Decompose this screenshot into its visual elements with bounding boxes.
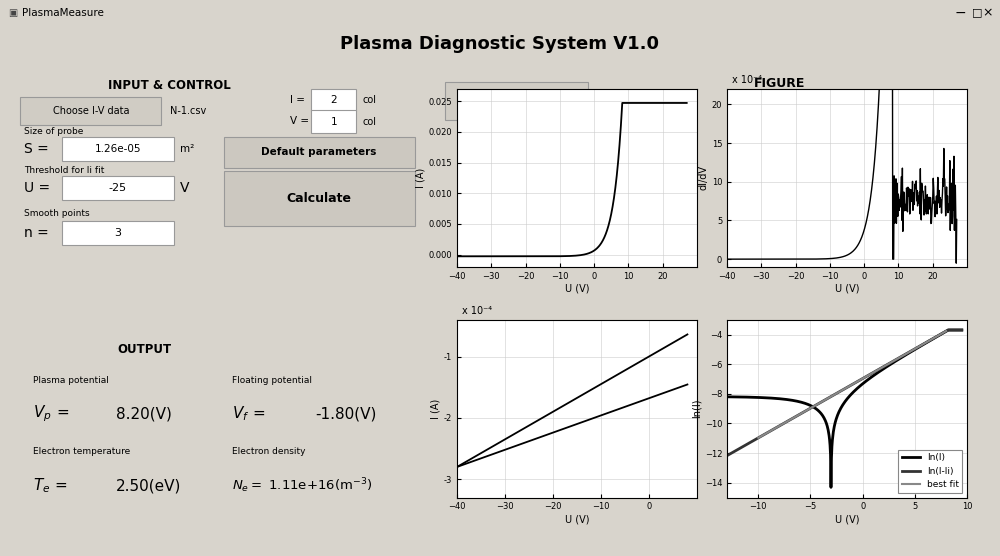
X-axis label: U (V): U (V): [835, 284, 859, 294]
Y-axis label: ln(I): ln(I): [692, 399, 702, 419]
Text: 8.20(V): 8.20(V): [116, 406, 172, 421]
Text: n =: n =: [24, 226, 49, 240]
ln(I-Ii): [861, 373, 873, 380]
best fit: [787, 415, 799, 421]
best fit: [752, 435, 764, 441]
Line: ln(I): ln(I): [727, 330, 962, 488]
FancyBboxPatch shape: [224, 171, 415, 226]
Y-axis label: I (A): I (A): [416, 168, 426, 188]
Text: Floating potential: Floating potential: [232, 376, 312, 385]
Text: 2: 2: [330, 96, 337, 106]
best fit: [802, 406, 814, 413]
Text: 1.26e-05: 1.26e-05: [95, 144, 141, 154]
Text: S =: S =: [24, 142, 49, 156]
Text: Electron density: Electron density: [232, 448, 305, 456]
Text: Size of probe: Size of probe: [24, 127, 84, 136]
Text: -1.80(V): -1.80(V): [315, 406, 376, 421]
Text: 2.50(eV): 2.50(eV): [116, 479, 181, 493]
Text: N-1.csv: N-1.csv: [170, 106, 206, 116]
Text: $V_p\,=$: $V_p\,=$: [33, 404, 69, 424]
ln(I): [849, 388, 861, 394]
Text: V =: V =: [290, 116, 309, 126]
Text: x 10⁻⁴: x 10⁻⁴: [732, 76, 762, 86]
ln(I): [833, 409, 845, 415]
FancyBboxPatch shape: [311, 89, 356, 111]
Text: Threshold for Ii fit: Threshold for Ii fit: [24, 166, 105, 175]
ln(I): [914, 343, 926, 350]
Text: col: col: [363, 96, 377, 106]
ln(I-Ii): [848, 380, 860, 387]
best fit: [924, 337, 936, 344]
Text: PlasmaMeasure: PlasmaMeasure: [22, 8, 104, 17]
Text: ×: ×: [982, 6, 993, 19]
FancyBboxPatch shape: [20, 97, 161, 125]
ln(I): [825, 484, 837, 491]
best fit: [764, 428, 776, 435]
Text: Default parameters: Default parameters: [261, 147, 377, 157]
FancyBboxPatch shape: [311, 111, 356, 133]
Text: ▣: ▣: [8, 8, 17, 17]
ln(I-Ii): [833, 389, 845, 396]
Text: -25: -25: [109, 183, 127, 193]
FancyBboxPatch shape: [62, 221, 174, 245]
Text: $T_e\,=$: $T_e\,=$: [33, 476, 68, 495]
best fit: [760, 430, 772, 437]
ln(I-Ii): [721, 453, 733, 459]
Text: FIGURE: FIGURE: [754, 77, 805, 90]
Y-axis label: I (A): I (A): [431, 399, 441, 419]
ln(I-Ii): [951, 326, 963, 333]
ln(I-Ii): [956, 326, 968, 333]
FancyBboxPatch shape: [224, 137, 415, 168]
Text: 1: 1: [330, 117, 337, 127]
Text: V: V: [180, 181, 190, 195]
Text: col: col: [363, 117, 377, 127]
X-axis label: U (V): U (V): [835, 514, 859, 524]
ln(I): [943, 327, 955, 334]
Text: U =: U =: [24, 181, 51, 195]
ln(I-Ii): [943, 326, 955, 333]
Legend: ln(I), ln(I-Ii), best fit: ln(I), ln(I-Ii), best fit: [898, 450, 962, 493]
Text: $V_f\,=$: $V_f\,=$: [232, 405, 265, 424]
Text: □: □: [972, 8, 982, 17]
ln(I): [721, 394, 733, 400]
Text: $N_e = $ 1.11e+16(m$^{-3}$): $N_e = $ 1.11e+16(m$^{-3}$): [232, 476, 372, 495]
best fit: [931, 333, 943, 340]
Text: I =: I =: [290, 95, 305, 105]
FancyBboxPatch shape: [445, 82, 588, 120]
Line: best fit: best fit: [758, 331, 946, 438]
Text: x 10⁻⁴: x 10⁻⁴: [462, 306, 492, 316]
ln(I): [951, 327, 963, 334]
ln(I-Ii): [913, 343, 925, 350]
Text: m²: m²: [180, 144, 194, 154]
Text: Calculate: Calculate: [287, 192, 352, 205]
FancyBboxPatch shape: [62, 176, 174, 200]
ln(I): [956, 327, 968, 334]
Text: Show details: Show details: [484, 96, 550, 106]
Text: Plasma potential: Plasma potential: [33, 376, 109, 385]
Line: ln(I-Ii): ln(I-Ii): [727, 330, 962, 456]
FancyBboxPatch shape: [62, 137, 174, 161]
X-axis label: U (V): U (V): [565, 284, 589, 294]
X-axis label: U (V): U (V): [565, 514, 589, 524]
Y-axis label: dI/dV: dI/dV: [699, 166, 709, 190]
Text: 3: 3: [114, 227, 121, 237]
Text: Smooth points: Smooth points: [24, 209, 90, 218]
Text: Plasma Diagnostic System V1.0: Plasma Diagnostic System V1.0: [340, 35, 660, 53]
ln(I): [861, 377, 873, 384]
Text: INPUT & CONTROL: INPUT & CONTROL: [108, 80, 231, 92]
ln(I-Ii): [834, 388, 846, 395]
ln(I): [834, 406, 846, 413]
Text: OUTPUT: OUTPUT: [118, 344, 172, 356]
best fit: [940, 328, 952, 335]
Text: −: −: [954, 6, 966, 19]
Text: Choose I-V data: Choose I-V data: [53, 106, 129, 116]
Text: Electron temperature: Electron temperature: [33, 448, 130, 456]
